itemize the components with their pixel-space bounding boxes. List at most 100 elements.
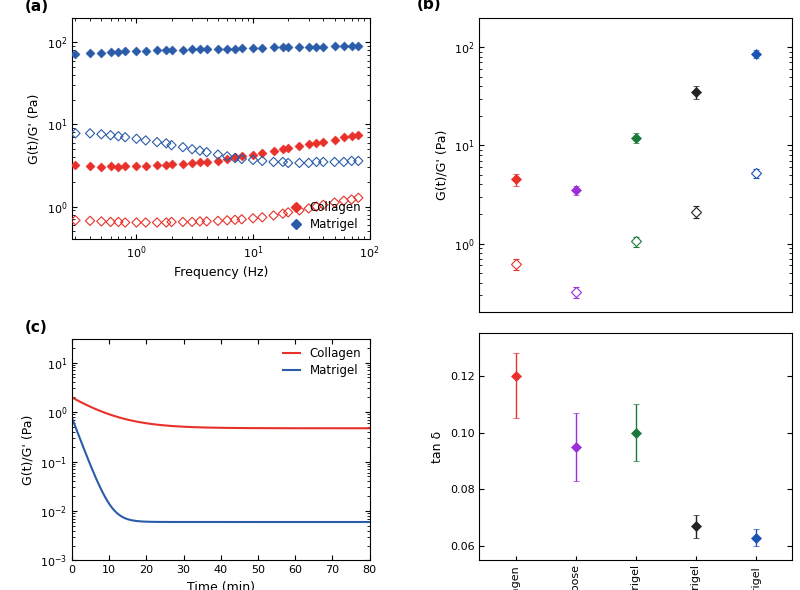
Point (310, 138, 323, 148)
Point (338, 41, 350, 51)
Point (150, 137, 163, 147)
Point (177, 159, 190, 169)
Point (177, 217, 190, 227)
Point (104, 217, 117, 227)
Point (95, 130, 108, 139)
Point (246, 44, 259, 53)
Point (84, 129, 97, 138)
Point (130, 218, 143, 227)
Point (229, 153, 242, 163)
Point (310, 157, 323, 166)
Legend: Collagen, Matrigel: Collagen, Matrigel (280, 345, 364, 379)
Point (352, 193, 365, 202)
Point (282, 42, 294, 52)
Y-axis label: G(t)/G' (Pa): G(t)/G' (Pa) (435, 130, 449, 200)
Point (200, 157, 213, 166)
Point (317, 42, 330, 51)
Point (139, 218, 152, 227)
Point (310, 202, 323, 211)
Point (328, 135, 341, 145)
Point (200, 217, 213, 226)
Point (293, 206, 306, 215)
Point (338, 157, 350, 166)
Point (95, 163, 108, 172)
Point (246, 155, 259, 165)
Point (150, 160, 163, 170)
Point (317, 157, 330, 166)
Point (118, 218, 131, 227)
Point (150, 218, 163, 227)
Point (130, 47, 143, 56)
Point (235, 154, 248, 163)
Point (160, 45, 173, 55)
Point (345, 41, 358, 51)
Point (139, 136, 152, 145)
Y-axis label: tan δ: tan δ (431, 431, 444, 463)
Point (69, 160, 82, 170)
Point (104, 130, 117, 140)
Point (165, 217, 178, 227)
Point (256, 212, 269, 222)
Point (186, 217, 198, 227)
Point (235, 215, 248, 224)
Point (293, 158, 306, 168)
Point (302, 42, 315, 51)
Point (194, 157, 206, 166)
Point (352, 130, 365, 139)
Point (95, 217, 108, 226)
Text: (a): (a) (24, 0, 49, 14)
Point (130, 134, 143, 143)
Point (165, 45, 178, 55)
Legend: Collagen, Matrigel: Collagen, Matrigel (289, 199, 364, 234)
Point (256, 43, 269, 53)
Point (302, 139, 315, 149)
Point (84, 216, 97, 225)
Point (112, 47, 125, 57)
Point (160, 218, 173, 227)
Point (186, 158, 198, 168)
Point (235, 44, 248, 53)
Point (211, 44, 224, 54)
Point (221, 215, 234, 225)
Point (165, 140, 178, 150)
Point (338, 133, 350, 142)
Point (345, 195, 358, 204)
Point (165, 159, 178, 169)
Point (221, 154, 234, 163)
Point (328, 198, 341, 207)
Point (328, 41, 341, 51)
Point (84, 48, 97, 58)
Point (267, 211, 280, 220)
Point (317, 200, 330, 209)
Point (211, 216, 224, 225)
Point (69, 50, 82, 59)
Point (293, 141, 306, 150)
Point (118, 47, 131, 56)
Point (256, 148, 269, 158)
Point (302, 158, 315, 168)
Point (211, 156, 224, 166)
Point (177, 142, 190, 152)
Point (118, 133, 131, 142)
Point (211, 150, 224, 159)
Point (246, 150, 259, 159)
Text: (c): (c) (24, 320, 47, 335)
X-axis label: Time (min): Time (min) (187, 581, 255, 590)
Point (194, 146, 206, 155)
Text: (b): (b) (417, 0, 442, 12)
Point (267, 42, 280, 52)
Point (277, 145, 290, 154)
X-axis label: Frequency (Hz): Frequency (Hz) (174, 266, 268, 279)
Point (130, 162, 143, 171)
Point (200, 148, 213, 157)
Point (282, 143, 294, 153)
Y-axis label: G(t)/G' (Pa): G(t)/G' (Pa) (28, 93, 41, 163)
Point (345, 132, 358, 141)
Point (302, 204, 315, 213)
Point (277, 209, 290, 218)
Point (150, 45, 163, 55)
Point (139, 162, 152, 171)
Point (118, 162, 131, 171)
Point (160, 160, 173, 170)
Point (277, 157, 290, 166)
